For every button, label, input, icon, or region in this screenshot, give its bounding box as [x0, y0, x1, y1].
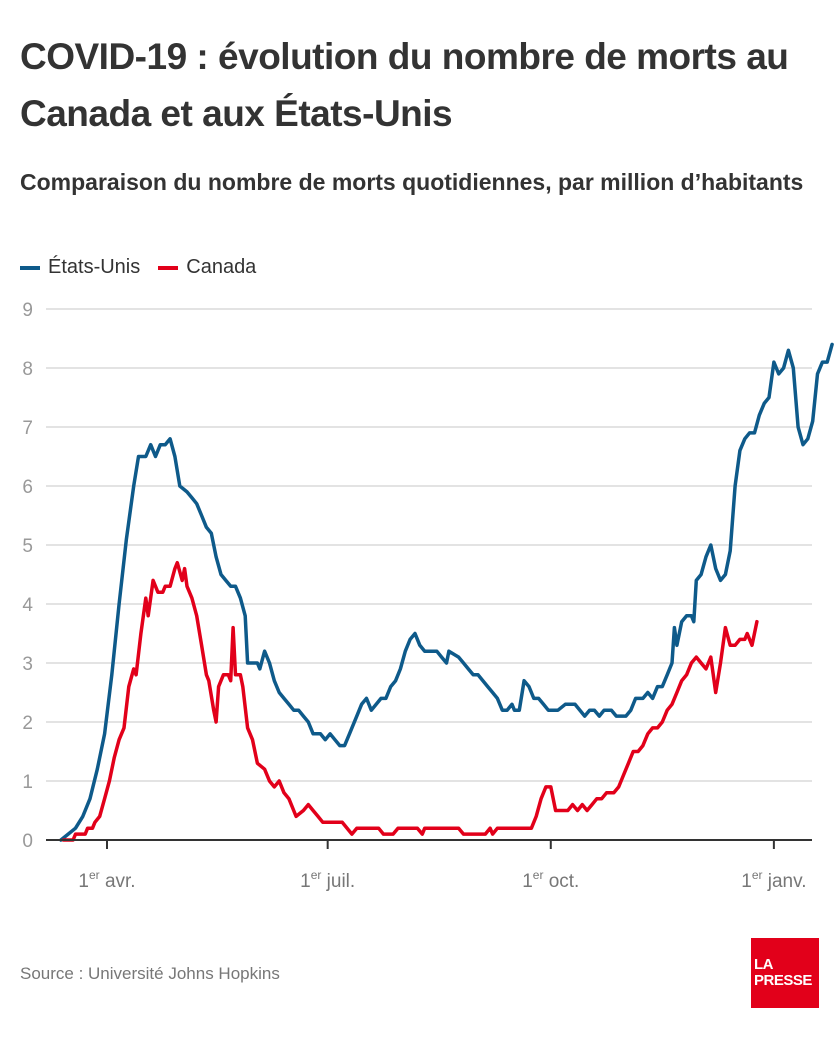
- x-tick-label-sup: er: [533, 868, 544, 882]
- x-tick-label-num: 1: [300, 871, 311, 892]
- y-tick-label: 3: [22, 654, 33, 675]
- y-tick-label: 6: [22, 477, 33, 498]
- la-presse-logo: LA PRESSE: [751, 938, 819, 1008]
- x-tick-label-text: janv.: [762, 871, 806, 892]
- y-tick-label: 1: [22, 772, 33, 793]
- y-tick-label: 9: [22, 300, 33, 321]
- x-tick-label-sup: er: [89, 868, 100, 882]
- logo-line-1: LA: [754, 956, 774, 973]
- legend-label-canada: Canada: [186, 256, 257, 278]
- x-tick-label: 1er avr.: [78, 868, 135, 892]
- legend-item-us: États-Unis: [20, 256, 140, 279]
- legend-item-canada: Canada: [158, 256, 256, 279]
- series-line-us: [59, 342, 834, 842]
- x-tick-label-num: 1: [78, 871, 89, 892]
- x-tick-label-sup: er: [311, 868, 322, 882]
- x-tick-label: 1er juil.: [300, 868, 355, 892]
- legend: États-Unis Canada: [20, 256, 274, 279]
- legend-label-us: États-Unis: [48, 256, 141, 278]
- chart-title: COVID-19 : évolution du nombre de morts …: [20, 36, 789, 134]
- chart-subtitle: Comparaison du nombre de morts quotidien…: [20, 169, 804, 195]
- y-tick-label: 8: [22, 359, 33, 380]
- legend-swatch-us: [20, 265, 40, 270]
- x-tick-label: 1er janv.: [741, 868, 806, 892]
- x-tick-label-num: 1: [522, 871, 533, 892]
- y-tick-label: 7: [22, 418, 33, 439]
- series-line-canada: [61, 560, 759, 842]
- y-tick-label: 4: [22, 595, 33, 616]
- source-note: Source : Université Johns Hopkins: [20, 964, 280, 983]
- x-tick-label: 1er oct.: [522, 868, 579, 892]
- y-tick-label: 5: [22, 536, 33, 557]
- x-tick-label-text: oct.: [543, 871, 579, 892]
- y-tick-label: 2: [22, 713, 33, 734]
- x-tick-label-num: 1: [741, 871, 752, 892]
- x-tick-label-text: avr.: [100, 871, 136, 892]
- logo-line-2: PRESSE: [754, 972, 812, 989]
- legend-swatch-canada: [158, 265, 179, 270]
- x-tick-label-text: juil.: [321, 871, 355, 892]
- x-tick-label-sup: er: [752, 868, 763, 882]
- y-tick-label: 0: [22, 831, 33, 852]
